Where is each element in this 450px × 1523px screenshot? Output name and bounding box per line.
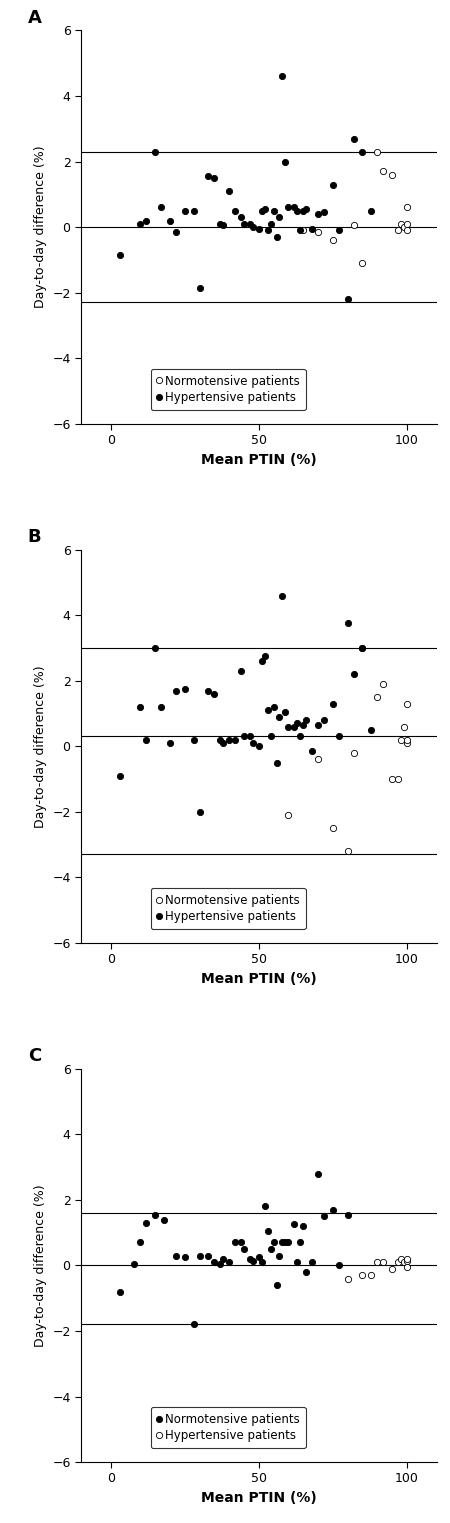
Y-axis label: Day-to-day difference (%): Day-to-day difference (%) bbox=[34, 1183, 47, 1346]
Text: A: A bbox=[28, 9, 41, 26]
Y-axis label: Day-to-day difference (%): Day-to-day difference (%) bbox=[34, 146, 47, 309]
Legend: Normotensive patients, Hypertensive patients: Normotensive patients, Hypertensive pati… bbox=[151, 369, 306, 410]
X-axis label: Mean PTIN (%): Mean PTIN (%) bbox=[201, 452, 317, 466]
X-axis label: Mean PTIN (%): Mean PTIN (%) bbox=[201, 1491, 317, 1505]
X-axis label: Mean PTIN (%): Mean PTIN (%) bbox=[201, 972, 317, 985]
Text: C: C bbox=[28, 1046, 41, 1065]
Y-axis label: Day-to-day difference (%): Day-to-day difference (%) bbox=[34, 666, 47, 827]
Text: B: B bbox=[28, 527, 41, 545]
Legend: Normotensive patients, Hypertensive patients: Normotensive patients, Hypertensive pati… bbox=[151, 1407, 306, 1448]
Legend: Normotensive patients, Hypertensive patients: Normotensive patients, Hypertensive pati… bbox=[151, 888, 306, 929]
